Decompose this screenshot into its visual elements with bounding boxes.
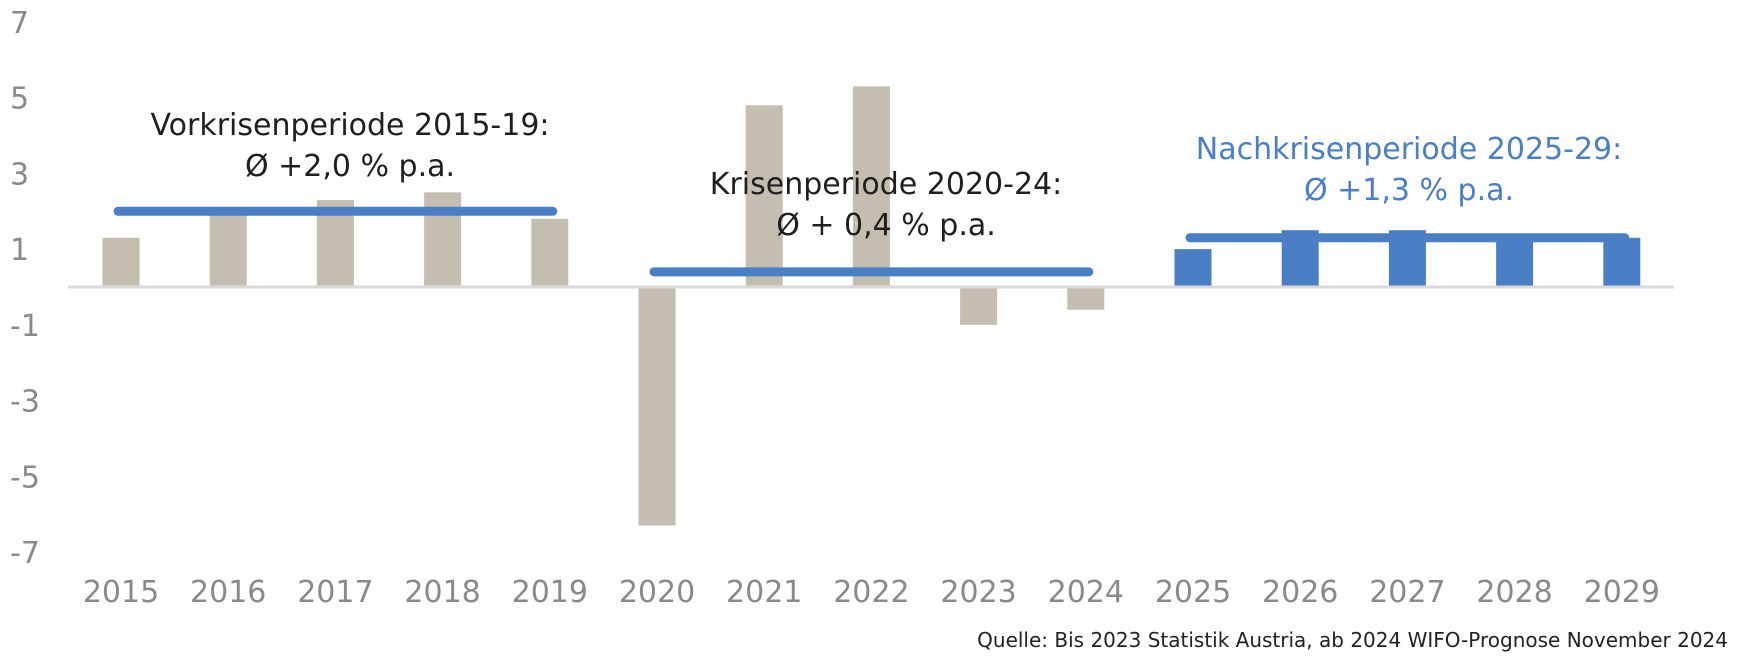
bar	[852, 86, 890, 287]
bar	[531, 218, 569, 287]
x-tick-label: 2024	[1048, 575, 1124, 610]
y-tick-label: 5	[10, 82, 29, 117]
bar	[960, 287, 998, 325]
bar	[1067, 287, 1105, 310]
y-tick-label: 1	[10, 233, 29, 268]
bar	[1174, 249, 1212, 287]
bar	[209, 207, 247, 287]
x-tick-label: 2017	[297, 575, 373, 610]
y-tick-label: -7	[10, 536, 40, 571]
x-tick-label: 2027	[1369, 575, 1445, 610]
period-label-average: Ø +1,3 % p.a.	[1304, 173, 1514, 208]
bar	[424, 192, 462, 287]
x-tick-label: 2028	[1476, 575, 1552, 610]
bar	[102, 237, 140, 287]
bar	[745, 105, 783, 288]
period-label-title: Krisenperiode 2020-24:	[710, 167, 1062, 202]
x-tick-label: 2020	[619, 575, 695, 610]
period-label-average: Ø +2,0 % p.a.	[245, 149, 455, 184]
x-tick-label: 2021	[726, 575, 802, 610]
y-tick-label: 7	[10, 6, 29, 41]
period-label-title: Vorkrisenperiode 2015-19:	[150, 108, 549, 143]
y-tick-label: 3	[10, 157, 29, 192]
period-label-title: Nachkrisenperiode 2025-29:	[1196, 132, 1623, 167]
x-tick-label: 2026	[1262, 575, 1338, 610]
x-tick-label: 2015	[83, 575, 159, 610]
x-tick-label: 2029	[1584, 575, 1660, 610]
x-tick-label: 2022	[833, 575, 909, 610]
y-tick-label: -5	[10, 460, 40, 495]
x-tick-label: 2025	[1155, 575, 1231, 610]
period-label-average: Ø + 0,4 % p.a.	[776, 208, 996, 243]
x-tick-label: 2018	[404, 575, 480, 610]
x-tick-label: 2019	[512, 575, 588, 610]
source-note: Quelle: Bis 2023 Statistik Austria, ab 2…	[977, 628, 1728, 652]
x-tick-label: 2016	[190, 575, 266, 610]
bar	[1603, 237, 1641, 287]
y-tick-label: -3	[10, 385, 40, 420]
y-tick-label: -1	[10, 309, 40, 344]
x-tick-label: 2023	[940, 575, 1016, 610]
bar	[638, 287, 676, 526]
bar	[1496, 237, 1534, 287]
